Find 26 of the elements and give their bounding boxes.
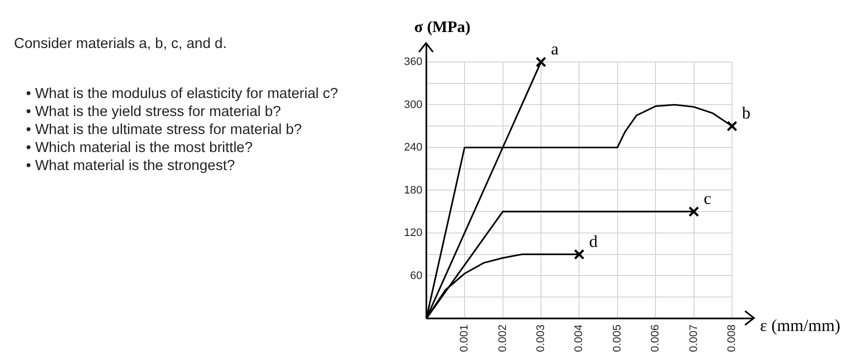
- text: • What is the ultimate stress for material b?: [26, 122, 303, 138]
- x-tick-label: 0.007: [688, 324, 700, 352]
- text: • What is the modulus of elasticity for material c?: [26, 86, 338, 102]
- series-label: b: [742, 104, 750, 123]
- x-tick-label: 0.004: [573, 324, 586, 352]
- series-label: c: [704, 189, 712, 208]
- x-tick-label: 0.003: [535, 324, 547, 352]
- y-tick-label: 180: [404, 184, 422, 196]
- series-label: d: [589, 232, 598, 251]
- series-label: a: [550, 39, 559, 58]
- x-tick-label: 0.001: [458, 324, 471, 352]
- y-tick-label: 300: [404, 98, 422, 111]
- text: • Which material is the most brittle?: [26, 140, 253, 156]
- x-tick-label: 0.005: [611, 324, 624, 352]
- x-tick-label: 0.002: [496, 324, 509, 352]
- text: • What material is the strongest?: [26, 158, 236, 174]
- y-tick-label: 60: [410, 270, 422, 282]
- text: • What is the yield stress for material b?: [26, 104, 281, 120]
- y-tick-label: 240: [404, 142, 422, 154]
- x-tick-label: 0.008: [726, 324, 738, 352]
- y-axis-title: σ (MPa): [414, 19, 470, 36]
- x-axis-title: ε (mm/mm): [760, 316, 840, 335]
- y-tick-label: 120: [404, 227, 422, 240]
- x-tick-label: 0.006: [650, 324, 662, 352]
- y-tick-label: 360: [404, 56, 422, 68]
- text: Consider materials a, b, c, and d.: [14, 36, 228, 52]
